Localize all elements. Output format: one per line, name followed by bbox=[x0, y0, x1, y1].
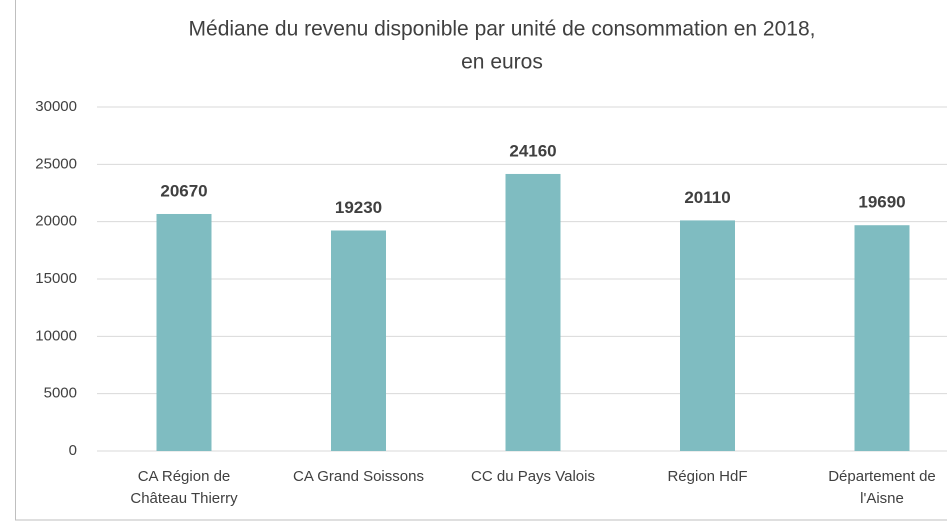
y-tick-label: 0 bbox=[69, 442, 77, 459]
bar bbox=[331, 230, 386, 451]
y-tick-label: 10000 bbox=[35, 327, 77, 344]
data-label: 24160 bbox=[509, 141, 556, 160]
bar bbox=[854, 225, 910, 451]
bar bbox=[680, 220, 735, 451]
y-tick-label: 20000 bbox=[35, 213, 77, 230]
y-tick-label: 25000 bbox=[35, 155, 77, 172]
y-tick-label: 30000 bbox=[35, 98, 77, 115]
x-tick-label: CA Grand Soissons bbox=[293, 468, 424, 485]
x-tick-label: Département de l'Aisne bbox=[828, 468, 936, 507]
bar bbox=[156, 213, 212, 451]
data-label: 20670 bbox=[160, 181, 207, 200]
y-tick-label: 5000 bbox=[44, 385, 77, 402]
chart-title: Médiane du revenu disponible par unité d… bbox=[189, 18, 816, 41]
x-tick-label: CC du Pays Valois bbox=[471, 468, 595, 485]
x-tick-label: CA Région de Château Thierry bbox=[130, 468, 238, 507]
data-label: 19690 bbox=[858, 193, 905, 212]
x-tick-label: Région HdF bbox=[667, 468, 748, 485]
data-label: 20110 bbox=[684, 188, 730, 207]
data-label: 19230 bbox=[335, 198, 382, 217]
bar bbox=[505, 173, 561, 451]
y-tick-label: 15000 bbox=[35, 270, 77, 287]
chart-frame bbox=[15, 0, 947, 521]
chart-title: en euros bbox=[461, 51, 543, 74]
